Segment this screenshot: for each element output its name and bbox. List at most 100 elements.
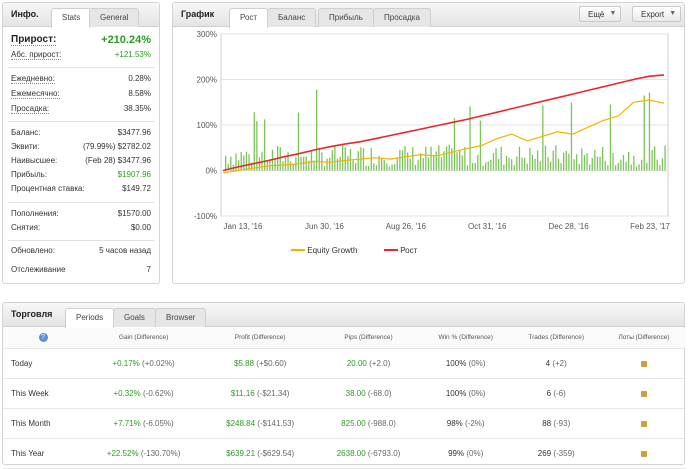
daily-bar (446, 146, 448, 171)
pips-cell: 2638.00 (-6793.0) (316, 438, 421, 469)
daily-bar (643, 95, 645, 171)
win-cell: 100% (0%) (420, 378, 511, 409)
growth-chart: 300% 200% 100% 0% -100% Jan 13, '16 Jun 30, '… (194, 30, 671, 231)
more-button[interactable]: Ещё ▼ (579, 6, 622, 22)
tab-stats[interactable]: Stats (51, 8, 92, 28)
profit-header[interactable]: Profit (Difference) (204, 328, 317, 349)
daily-bar (422, 158, 424, 171)
gain-cell: +22.52% (-130.70%) (83, 438, 205, 469)
profit-cell: $639.21 (-$629.54) (204, 438, 317, 469)
abs-growth-label[interactable]: Абс. прирост: (11, 50, 62, 60)
tab-drawdown[interactable]: Просадка (373, 8, 431, 27)
daily-bar (409, 158, 411, 171)
export-button[interactable]: Export ▼ (632, 6, 682, 22)
equity-value: (79.99%) $2782.02 (82, 142, 151, 151)
daily-bar (474, 162, 476, 171)
daily-bar (297, 112, 300, 171)
daily-bar (318, 147, 320, 171)
pips-header[interactable]: Pips (Difference) (316, 328, 421, 349)
win-cell: 100% (0%) (420, 348, 511, 379)
growth-label[interactable]: Прирост: (11, 34, 57, 46)
lots-cell (602, 408, 686, 439)
monthly-row: Ежемесячно: 8.58% (11, 89, 151, 101)
table-row: This Month +7.71% (-6.05%) $248.84 (-$14… (3, 408, 686, 439)
daily-bar (620, 159, 622, 171)
daily-bar (505, 155, 508, 171)
tab-browser[interactable]: Browser (155, 308, 207, 327)
lock-icon (641, 390, 647, 397)
daily-bar (547, 157, 549, 171)
win-cell: 98% (-2%) (420, 408, 511, 439)
daily-bar (388, 166, 391, 171)
gain-header[interactable]: Gain (Difference) (83, 328, 205, 349)
daily-bar (433, 155, 435, 171)
daily-bar (586, 153, 588, 171)
tab-balance[interactable]: Баланс (267, 8, 317, 27)
daily-bar (227, 163, 229, 171)
daily-bar (453, 118, 456, 171)
daily-bar (602, 146, 604, 171)
drawdown-row: Просадка: 38.35% (11, 104, 151, 116)
daily-bar (368, 166, 370, 171)
win-header[interactable]: Win % (Difference) (420, 328, 511, 349)
tab-general[interactable]: General (89, 8, 140, 27)
tab-goals[interactable]: Goals (113, 308, 156, 327)
legend-equity-label: Equity Growth (307, 246, 358, 255)
daily-bar (531, 154, 534, 171)
daily-bar (503, 164, 505, 171)
balance-value: $3477.96 (117, 128, 151, 137)
daily-bar (316, 89, 318, 171)
daily-bar (482, 165, 484, 171)
daily-bar (544, 145, 547, 171)
tracking-label: Отслеживание (11, 265, 66, 274)
daily-bar (498, 158, 500, 171)
tab-profit[interactable]: Прибыль (318, 8, 374, 27)
highest-label: Наивысшее: (11, 156, 58, 165)
daily-bar (344, 147, 346, 171)
interest-row: Процентная ставка: $149.72 (11, 184, 151, 196)
tab-growth[interactable]: Рост (229, 8, 269, 28)
legend-growth-label: Рост (400, 246, 418, 255)
daily-bar (568, 153, 570, 171)
monthly-label[interactable]: Ежемесячно: (11, 89, 60, 99)
daily-label[interactable]: Ежедневно: (11, 74, 55, 84)
daily-bar (310, 150, 313, 171)
daily-bar (394, 164, 396, 171)
daily-bar (287, 152, 289, 171)
daily-bar (539, 161, 541, 171)
lots-cell (602, 348, 686, 379)
tab-periods[interactable]: Periods (65, 308, 115, 328)
x-tick-label: Feb 23, '17 (630, 222, 670, 231)
highest-value: (Feb 28) $3477.96 (85, 156, 151, 165)
trades-cell: 6 (-6) (510, 378, 602, 409)
daily-bar (635, 166, 638, 171)
table-header-row: ? Gain (Difference) Profit (Difference) … (3, 328, 686, 349)
legend-equity-swatch (291, 249, 305, 251)
tracking-row: Отслеживание 7 (11, 265, 151, 277)
help-icon[interactable]: ? (38, 333, 48, 343)
daily-bar (323, 165, 326, 171)
daily-bar (628, 151, 630, 171)
y-tick-label: 0% (205, 167, 217, 176)
daily-bar (612, 152, 614, 171)
drawdown-label[interactable]: Просадка: (11, 104, 50, 114)
highest-row: Наивысшее: (Feb 28) $3477.96 (11, 156, 151, 168)
daily-value: 0.28% (128, 74, 151, 83)
growth-series-line (222, 74, 665, 172)
equity-label: Эквити: (11, 142, 40, 151)
daily-bar (661, 158, 664, 171)
y-tick-label: -100% (194, 212, 217, 221)
withdrawals-value: $0.00 (130, 223, 151, 232)
daily-bar (404, 146, 406, 171)
withdrawals-row: Снятия: $0.00 (11, 223, 151, 235)
trades-header[interactable]: Trades (Difference) (510, 328, 602, 349)
daily-bar (303, 156, 305, 171)
pips-cell: 38.00 (-68.0) (316, 378, 421, 409)
monthly-value: 8.58% (128, 89, 151, 98)
chart-panel-header: График Рост Баланс Прибыль Просадка Ещё … (173, 3, 684, 28)
lots-header[interactable]: Лоты (Difference) (602, 328, 686, 349)
daily-bar (469, 106, 471, 171)
daily-bar (251, 162, 253, 171)
daily-bar (240, 152, 242, 171)
abs-growth-value: +121.53% (114, 50, 151, 59)
